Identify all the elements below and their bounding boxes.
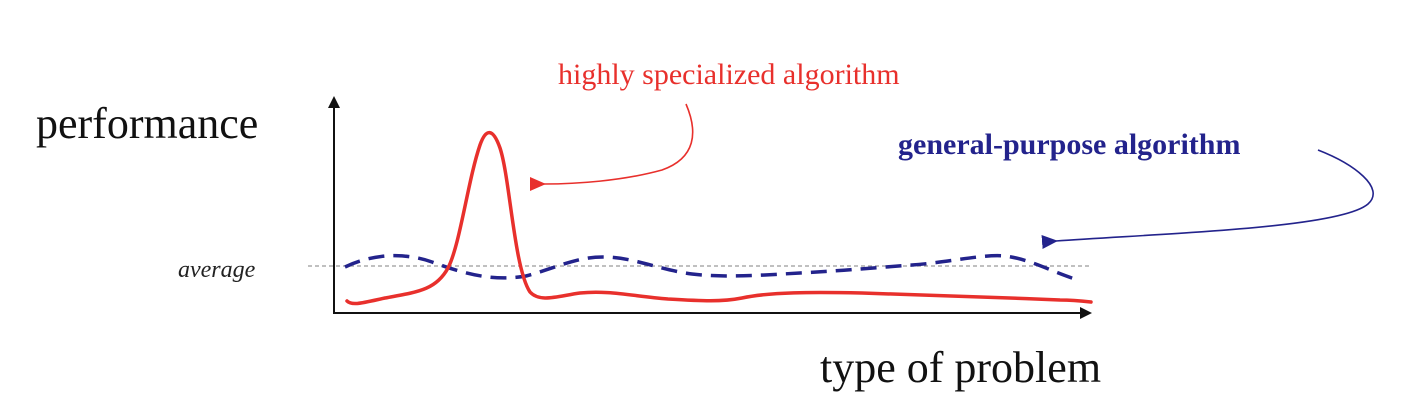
specialized-algorithm-label: highly specialized algorithm: [558, 58, 900, 91]
average-label: average: [178, 257, 256, 283]
x-axis-label: type of problem: [820, 343, 1102, 392]
specialized-pointer-arrow: [529, 103, 694, 192]
general-pointer-arrow: [1041, 149, 1374, 249]
y-axis-label: performance: [36, 99, 259, 148]
general-purpose-curve: [344, 253, 1079, 282]
specialized-curve: [345, 130, 1093, 306]
general-purpose-algorithm-label: general-purpose algorithm: [898, 128, 1241, 161]
